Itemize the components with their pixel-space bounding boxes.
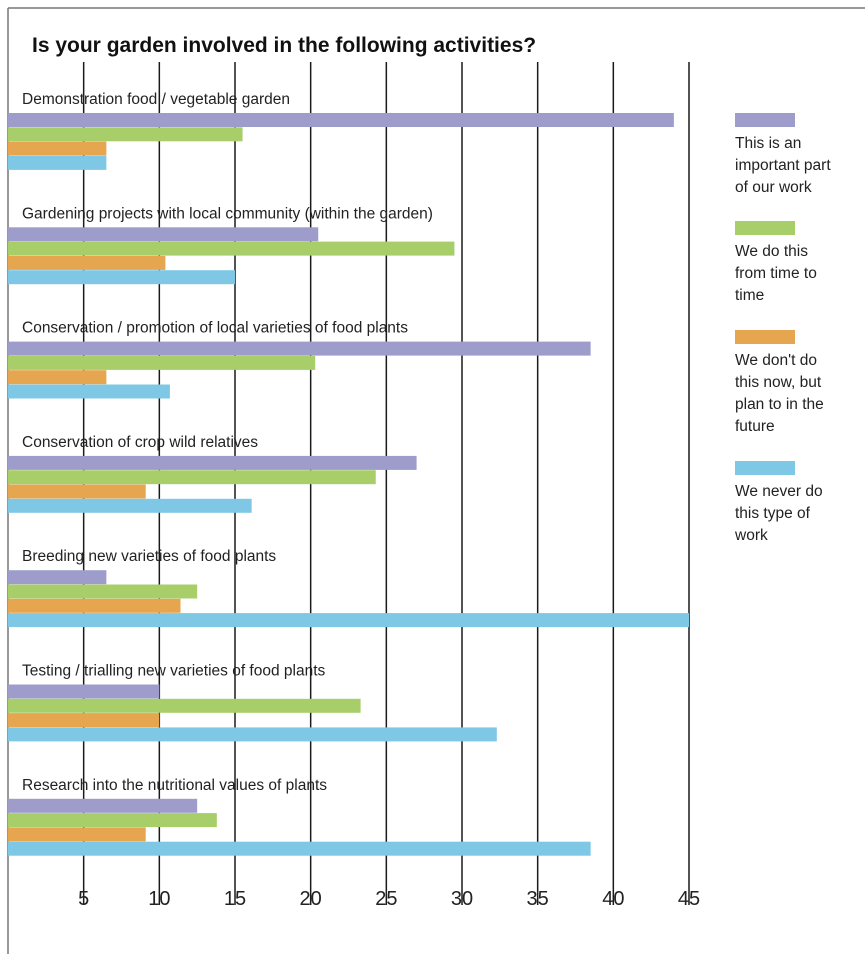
legend-item: We don't do this now, but plan to in the fu… [735, 330, 860, 438]
bar-series-2-category-5 [8, 584, 198, 599]
category-label: Demonstration food / vegetable garden [22, 91, 290, 108]
bar-series-3-category-4 [8, 484, 146, 499]
x-tick-label: 5 [78, 888, 89, 910]
legend-item: We do this from time to time [735, 221, 860, 307]
bar-series-4-category-4 [8, 498, 252, 513]
legend-label: This is an [735, 135, 802, 152]
bar-series-4-category-7 [8, 841, 591, 856]
bar-series-3-category-3 [8, 370, 107, 385]
bar-series-3-category-7 [8, 827, 146, 842]
legend-label: work [735, 527, 768, 544]
x-tick-label: 20 [300, 888, 322, 910]
bar-series-1-category-4 [8, 455, 417, 470]
category-label: Testing / trialling new varieties of foo… [22, 663, 326, 680]
legend-item: We never do this type of work [735, 461, 860, 547]
bar-series-3-category-5 [8, 598, 181, 613]
bar-series-2-category-7 [8, 813, 217, 828]
bar-series-4-category-5 [8, 613, 689, 628]
bar-series-1-category-6 [8, 684, 160, 699]
x-tick-label: 10 [148, 888, 170, 910]
bar-series-4-category-2 [8, 270, 235, 285]
x-tick-label: 45 [678, 888, 700, 910]
bar-series-3-category-1 [8, 141, 107, 156]
bar-series-3-category-2 [8, 255, 166, 270]
category-label: Gardening projects with local community … [22, 205, 433, 222]
bars [8, 113, 689, 856]
legend-label: future [735, 418, 775, 435]
bar-series-2-category-2 [8, 241, 455, 256]
legend-label: We do this [735, 243, 808, 260]
bar-series-4-category-6 [8, 727, 497, 742]
bar-series-1-category-5 [8, 570, 107, 585]
legend-label: important part [735, 157, 831, 174]
bar-series-2-category-4 [8, 470, 376, 485]
bar-series-1-category-2 [8, 227, 319, 242]
bar-series-4-category-3 [8, 384, 170, 399]
category-labels: Demonstration food / vegetable garden Gar… [22, 91, 433, 794]
category-label: Breeding new varieties of food plants [22, 548, 276, 565]
legend-label: from time to [735, 265, 817, 282]
legend-swatch [735, 113, 795, 127]
x-tick-label: 30 [451, 888, 473, 910]
bar-series-1-category-3 [8, 341, 591, 356]
legend-label: time [735, 287, 765, 304]
legend-label: this now, but [735, 374, 822, 391]
legend-label: of our work [735, 179, 812, 196]
x-axis-tick-labels: 5 10 15 20 25 30 35 40 45 [78, 888, 700, 910]
x-tick-label: 15 [224, 888, 246, 910]
x-tick-label: 40 [602, 888, 624, 910]
category-label: Research into the nutritional values of … [22, 777, 327, 794]
bar-series-2-category-1 [8, 127, 243, 142]
bar-series-1-category-7 [8, 798, 198, 813]
bar-series-2-category-3 [8, 355, 316, 370]
x-tick-label: 25 [375, 888, 397, 910]
category-label: Conservation / promotion of local variet… [22, 320, 408, 337]
legend-swatch [735, 221, 795, 235]
category-label: Conservation of crop wild relatives [22, 434, 258, 451]
legend-swatch [735, 330, 795, 344]
legend-label: this type of [735, 505, 810, 522]
bar-series-4-category-1 [8, 155, 107, 170]
legend-label: plan to in the [735, 396, 824, 413]
legend-item: This is an important part of our work [735, 113, 860, 199]
legend-swatch [735, 461, 795, 475]
legend-label: We don't do [735, 352, 817, 369]
bar-series-3-category-6 [8, 713, 160, 728]
legend-label: We never do [735, 483, 823, 500]
chart-title: Is your garden involved in the following… [32, 34, 537, 57]
x-tick-label: 35 [527, 888, 549, 910]
bar-series-1-category-1 [8, 113, 674, 127]
bar-series-2-category-6 [8, 698, 361, 713]
